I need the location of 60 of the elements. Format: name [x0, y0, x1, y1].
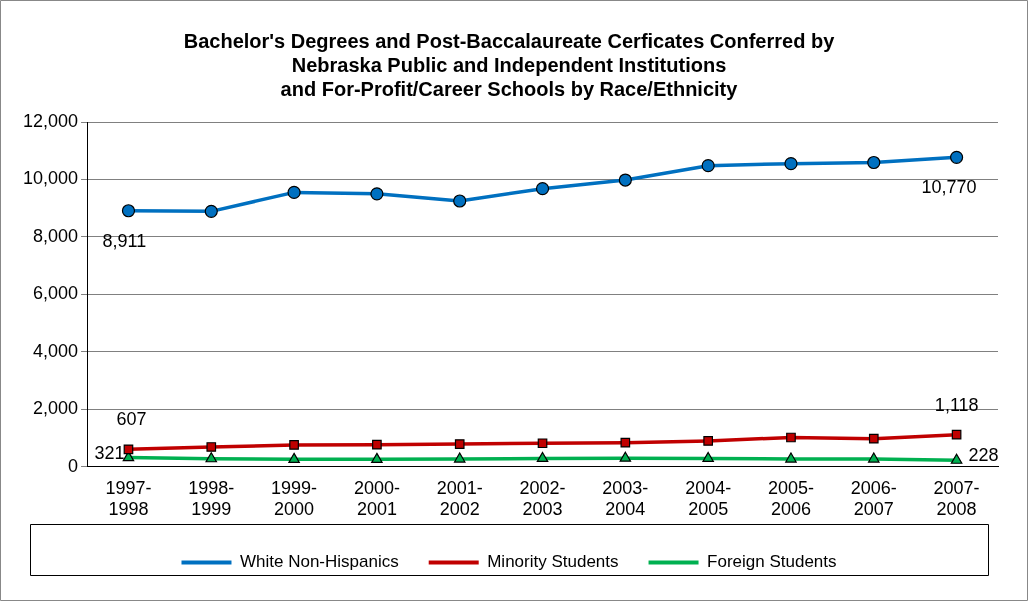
point — [536, 451, 549, 463]
legend-label: Minority Students — [487, 552, 619, 572]
x-tick-label: 1997-1998 — [105, 477, 152, 520]
point — [867, 155, 881, 170]
x-tick-label: 2000-2001 — [353, 477, 400, 520]
data-label: 8,911 — [102, 230, 147, 251]
point — [537, 438, 548, 449]
point — [867, 452, 880, 463]
point — [287, 185, 301, 199]
y-tick-label: 2,000 — [33, 398, 79, 419]
point — [703, 436, 713, 446]
point — [786, 432, 796, 443]
point — [702, 451, 714, 463]
y-tick-label: 0 — [68, 455, 79, 476]
point — [205, 452, 218, 463]
point — [204, 204, 218, 218]
point — [950, 453, 963, 464]
x-tick-label: 2003-2004 — [602, 477, 649, 520]
point — [372, 439, 382, 450]
legend-label: White Non-Hispanics — [239, 552, 399, 572]
point — [785, 452, 797, 463]
point — [951, 429, 962, 440]
point — [619, 451, 632, 462]
point — [949, 150, 964, 164]
y-tick-label: 4,000 — [33, 340, 79, 361]
x-tick-label: 2005-2006 — [767, 477, 814, 520]
x-tick-label: 2002-2003 — [519, 477, 566, 520]
point — [371, 452, 383, 463]
point — [121, 204, 136, 218]
point — [453, 452, 466, 463]
data-label: 607 — [116, 409, 147, 430]
data-label: 228 — [968, 445, 999, 466]
y-tick-label: 10,000 — [22, 168, 79, 189]
x-tick-label: 2007-2008 — [933, 477, 980, 520]
x-tick-label: 1999-2000 — [271, 477, 318, 520]
x-tick-label: 2004-2005 — [685, 477, 732, 520]
point — [453, 194, 467, 208]
data-label: 1,118 — [934, 394, 979, 415]
y-tick-label: 12,000 — [22, 110, 79, 131]
point — [784, 157, 798, 171]
point — [701, 159, 715, 173]
x-tick-label: 1998-1999 — [188, 477, 235, 520]
x-tick-label: 2001-2002 — [436, 477, 483, 520]
y-tick-label: 6,000 — [33, 283, 79, 304]
chart-title: Bachelor's Degrees and Post-Baccalaureate Cerficates Conferred by Nebraska Public and Independent Institutions and For-Profit/Career Schools by Race/Ethnicity — [183, 29, 836, 100]
x-tick-label: 2006-2007 — [850, 477, 897, 520]
data-label: 321 — [94, 442, 125, 463]
point — [868, 433, 879, 444]
point — [289, 440, 299, 450]
point — [620, 437, 631, 448]
point — [370, 187, 384, 201]
y-tick-label: 8,000 — [33, 225, 79, 246]
legend-label: Foreign Students — [707, 552, 837, 572]
point — [535, 182, 550, 196]
point — [123, 444, 134, 455]
point — [206, 442, 217, 452]
point — [288, 452, 300, 463]
data-label: 10,770 — [921, 177, 977, 198]
point — [454, 439, 465, 449]
point — [618, 173, 632, 187]
